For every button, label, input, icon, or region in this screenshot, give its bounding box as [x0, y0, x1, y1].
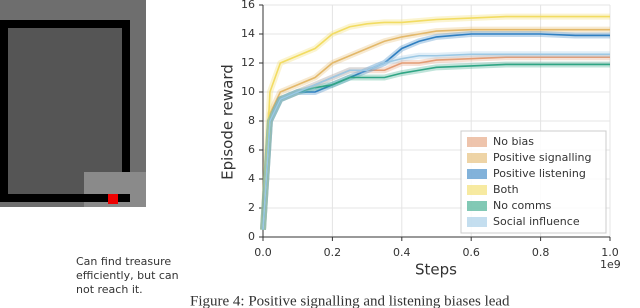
y-tick-label: 4 — [248, 172, 255, 185]
x-tick-label: 1.0 — [601, 246, 619, 259]
legend-swatch — [467, 137, 487, 147]
legend-swatch — [467, 217, 487, 227]
x-tick-label: 0.4 — [393, 246, 411, 259]
y-tick-label: 0 — [248, 230, 255, 243]
legend-swatch — [467, 185, 487, 195]
legend-label: No bias — [493, 135, 534, 148]
floor — [8, 28, 122, 194]
wall — [0, 194, 130, 202]
figure-caption: Figure 4: Positive signalling and listen… — [190, 293, 510, 308]
x-offset-label: 1e9 — [600, 258, 621, 271]
y-tick-label: 6 — [248, 143, 255, 156]
x-tick-label: 0.2 — [324, 246, 342, 259]
y-axis-label: Episode reward — [219, 64, 237, 180]
wall — [0, 20, 8, 200]
legend-swatch — [467, 201, 487, 211]
legend-label: No comms — [493, 199, 552, 212]
y-tick-label: 10 — [241, 85, 255, 98]
y-tick-label: 2 — [248, 201, 255, 214]
legend-swatch — [467, 153, 487, 163]
y-tick-label: 12 — [241, 56, 255, 69]
grid-world: Can find treasure efficiently, but can n… — [0, 0, 179, 296]
series-line — [262, 28, 610, 230]
legend-label: Positive signalling — [493, 151, 592, 164]
x-tick-label: 0.0 — [254, 246, 272, 259]
x-tick-label: 0.6 — [462, 246, 480, 259]
legend-box — [460, 130, 607, 234]
x-tick-label: 0.8 — [532, 246, 550, 259]
series-line — [262, 53, 610, 230]
wall — [0, 20, 130, 28]
panel-caption: efficiently, but can — [76, 269, 179, 282]
legend-label: Positive listening — [493, 167, 586, 180]
legend-swatch — [467, 169, 487, 179]
panel-caption: Can find treasure — [76, 255, 171, 268]
y-tick-label: 16 — [241, 0, 255, 11]
series-line — [262, 15, 610, 230]
wall — [122, 20, 130, 200]
legend-label: Social influence — [493, 215, 580, 228]
legend-label: Both — [493, 183, 519, 196]
y-tick-label: 14 — [241, 27, 255, 40]
y-tick-label: 8 — [248, 114, 255, 127]
treasure — [108, 194, 118, 204]
panel-caption: not reach it. — [76, 283, 143, 296]
x-axis-label: Steps — [415, 261, 457, 279]
